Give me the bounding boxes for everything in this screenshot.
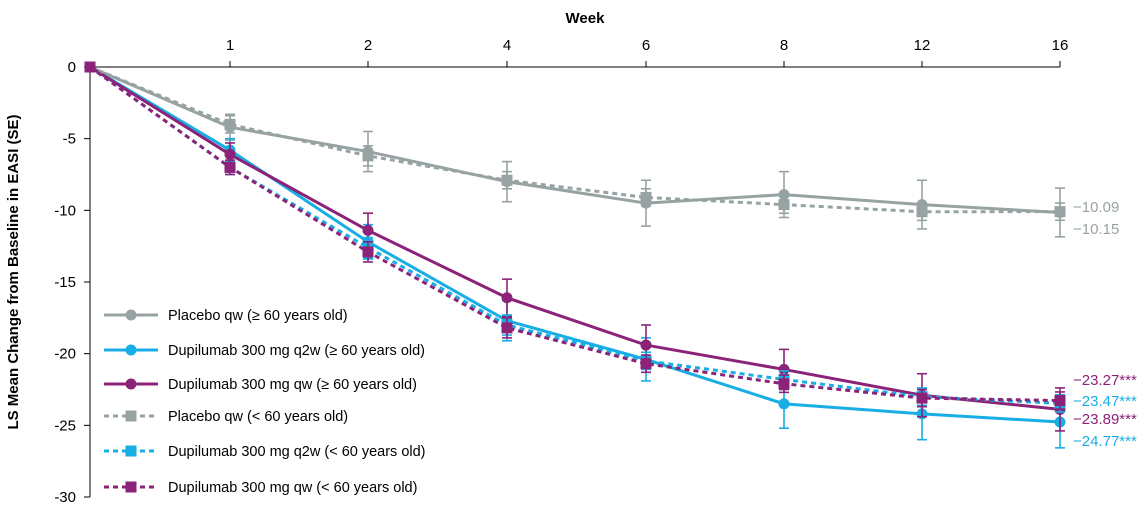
legend-label: Placebo qw (≥ 60 years old) (168, 308, 348, 324)
legend-swatch-marker (125, 481, 137, 493)
data-point (224, 161, 236, 173)
series-line (89, 65, 1061, 214)
data-point (84, 61, 96, 73)
data-point (778, 199, 790, 211)
data-point (362, 224, 374, 236)
data-point (1054, 206, 1066, 218)
legend-item: Placebo qw (≥ 60 years old) (104, 308, 348, 324)
data-point (640, 339, 652, 351)
x-tick-label: 4 (503, 37, 511, 54)
y-tick-label: -30 (54, 489, 76, 505)
x-tick-label: 6 (642, 37, 650, 54)
y-tick-label: 0 (68, 59, 76, 76)
data-point (778, 189, 790, 201)
y-tick-label: -25 (54, 417, 76, 434)
y-tick-label: -20 (54, 346, 76, 363)
data-point (362, 246, 374, 258)
series-5 (84, 61, 1066, 410)
data-point (1054, 395, 1066, 407)
legend-item: Placebo qw (< 60 years old) (104, 409, 348, 425)
end-label: −10.15 (1073, 221, 1119, 238)
legend-swatch-marker (125, 410, 137, 422)
end-label: −23.27*** (1073, 372, 1137, 389)
data-point (224, 148, 236, 160)
x-tick-label: 2 (364, 37, 372, 54)
end-label: −23.47*** (1073, 393, 1137, 410)
legend-label: Placebo qw (< 60 years old) (168, 409, 348, 425)
y-tick-label: -15 (54, 274, 76, 291)
data-point (501, 292, 513, 304)
legend-swatch-marker (125, 344, 137, 356)
data-point (362, 150, 374, 162)
data-point (916, 206, 928, 218)
data-point (501, 174, 513, 186)
series-2 (84, 61, 1066, 432)
end-label: −10.09 (1073, 199, 1119, 216)
legend: Placebo qw (≥ 60 years old) Dupilumab 300… (104, 308, 426, 496)
end-labels: −10.15 −24.77*** −23.89*** −10.09 −23.47*** −… (1073, 199, 1137, 450)
legend-item: Dupilumab 300 mg qw (≥ 60 years old) (104, 377, 417, 393)
series-layer (84, 61, 1066, 449)
x-axis-title: Week (566, 10, 606, 27)
x-tick-label: 12 (914, 37, 931, 54)
data-point (640, 191, 652, 203)
x-tick-label: 16 (1052, 37, 1069, 54)
series-line (89, 65, 1061, 411)
legend-item: Dupilumab 300 mg qw (< 60 years old) (104, 480, 417, 496)
series-3 (84, 61, 1066, 222)
legend-label: Dupilumab 300 mg q2w (< 60 years old) (168, 444, 426, 460)
legend-label: Dupilumab 300 mg q2w (≥ 60 years old) (168, 343, 425, 359)
legend-swatch-marker (125, 309, 137, 321)
data-point (640, 358, 652, 370)
legend-swatch-marker (125, 378, 137, 390)
series-line (89, 65, 1061, 214)
y-tick-label: -10 (54, 202, 76, 219)
x-tick-label: 8 (780, 37, 788, 54)
y-axis-title: LS Mean Change from Baseline in EASI (SE… (5, 114, 22, 429)
data-point (778, 398, 790, 410)
data-point (224, 118, 236, 130)
legend-item: Dupilumab 300 mg q2w (≥ 60 years old) (104, 343, 425, 359)
legend-swatch-marker (125, 445, 137, 457)
y-tick-label: -5 (63, 131, 76, 148)
legend-label: Dupilumab 300 mg qw (≥ 60 years old) (168, 377, 417, 393)
x-tick-label: 1 (226, 37, 234, 54)
data-point (501, 322, 513, 334)
end-label: −23.89*** (1073, 411, 1137, 428)
data-point (778, 378, 790, 390)
series-line (89, 65, 1061, 403)
data-point (916, 392, 928, 404)
legend-label: Dupilumab 300 mg qw (< 60 years old) (168, 480, 417, 496)
data-point (778, 363, 790, 375)
legend-item: Dupilumab 300 mg q2w (< 60 years old) (104, 444, 426, 460)
end-label: −24.77*** (1073, 433, 1137, 450)
